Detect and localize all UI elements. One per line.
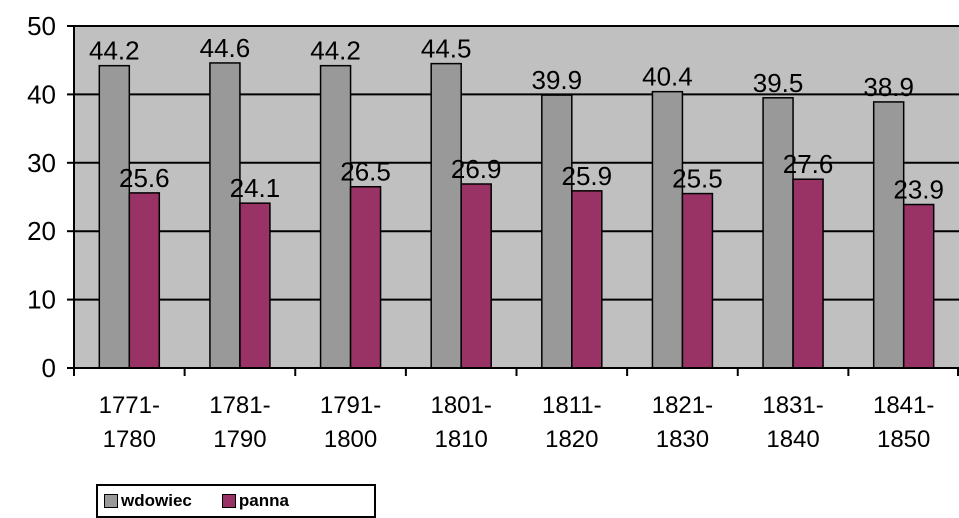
data-label-wdowiec-4: 39.9: [532, 65, 583, 95]
y-tick-label-0: 0: [42, 353, 56, 383]
data-label-wdowiec-2: 44.2: [310, 36, 361, 66]
legend: wdowiec panna: [96, 484, 376, 518]
data-label-wdowiec-6: 39.5: [753, 68, 804, 98]
bar-wdowiec-2: [319, 64, 352, 369]
bar-wdowiec-5: [651, 90, 684, 369]
x-tick-label-0: 1771-1780: [99, 392, 160, 453]
data-label-wdowiec-1: 44.6: [200, 33, 251, 63]
y-tick-label-10: 10: [27, 285, 56, 315]
data-label-panna-4: 25.9: [562, 161, 613, 191]
bars: [98, 62, 935, 369]
y-tick-label-50: 50: [27, 11, 56, 41]
bar-wdowiec-6: [762, 97, 794, 369]
y-tick-label-30: 30: [27, 148, 56, 178]
y-tick-label-40: 40: [27, 79, 56, 109]
bar-panna-6: [792, 178, 824, 369]
bar-panna-3: [460, 183, 492, 369]
data-labels: 44.2 25.6 44.6 24.1 44.2 26.5 44.5 26.9 39.9 25.9…: [89, 33, 944, 205]
bar-panna-2: [349, 185, 382, 369]
data-label-panna-5: 25.5: [672, 164, 723, 194]
x-tick-label-6: 1831-1840: [762, 392, 823, 453]
legend-item-wdowiec: wdowiec: [104, 491, 192, 511]
x-tick-label-7: 1841-1850: [873, 392, 934, 453]
axes: 0 10 20 30 40 50 1771-1780 1781-1790 1791-1800 18…: [27, 11, 959, 453]
data-label-wdowiec-3: 44.5: [421, 34, 472, 64]
bar-wdowiec-4: [541, 94, 573, 369]
x-tick-label-1: 1781-1790: [209, 392, 270, 453]
bar-panna-4: [571, 190, 603, 369]
x-tick-label-4: 1811-1820: [542, 392, 602, 453]
data-label-wdowiec-0: 44.2: [89, 36, 140, 66]
data-label-panna-7: 23.9: [893, 175, 944, 205]
bar-wdowiec-7: [872, 101, 905, 369]
legend-label-wdowiec: wdowiec: [121, 491, 192, 510]
bar-wdowiec-0: [98, 64, 131, 369]
legend-swatch-wdowiec: [104, 494, 118, 508]
data-label-panna-6: 27.6: [783, 149, 834, 179]
x-tick-label-5: 1821-1830: [652, 392, 713, 453]
x-tick-label-3: 1801-1810: [430, 392, 491, 453]
bar-wdowiec-1: [209, 62, 241, 369]
bar-panna-7: [902, 203, 935, 369]
data-label-panna-2: 26.5: [340, 157, 391, 187]
data-label-panna-3: 26.9: [451, 154, 502, 184]
plot-area: [74, 26, 959, 368]
legend-swatch-panna: [221, 494, 236, 508]
bar-panna-0: [128, 192, 161, 369]
data-label-panna-1: 24.1: [230, 173, 281, 203]
x-tick-label-2: 1791-1800: [320, 392, 381, 453]
y-tick-label-20: 20: [27, 216, 56, 246]
bar-panna-5: [681, 192, 714, 369]
legend-item-panna: panna: [221, 491, 289, 511]
data-label-panna-0: 25.6: [119, 163, 170, 193]
legend-label-panna: panna: [238, 491, 289, 510]
bar-wdowiec-3: [430, 62, 462, 369]
bar-panna-1: [239, 202, 271, 369]
data-label-wdowiec-7: 38.9: [863, 72, 914, 102]
data-label-wdowiec-5: 40.4: [642, 62, 693, 92]
